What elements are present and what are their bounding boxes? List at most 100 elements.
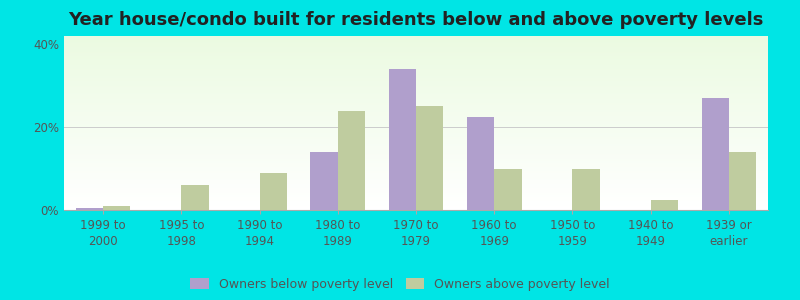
Bar	[64, 106, 768, 107]
Bar	[64, 40, 768, 41]
Bar	[64, 185, 768, 186]
Bar	[64, 135, 768, 136]
Bar	[64, 37, 768, 38]
Bar	[64, 92, 768, 93]
Bar	[64, 54, 768, 55]
Bar	[64, 91, 768, 92]
Bar	[64, 129, 768, 130]
Bar	[64, 188, 768, 189]
Bar	[64, 47, 768, 48]
Bar	[64, 165, 768, 166]
Bar	[64, 159, 768, 160]
Bar	[64, 95, 768, 96]
Bar	[64, 76, 768, 77]
Bar	[64, 55, 768, 56]
Bar	[64, 138, 768, 139]
Bar	[64, 86, 768, 87]
Bar	[64, 42, 768, 43]
Bar	[64, 145, 768, 146]
Bar	[64, 45, 768, 46]
Bar	[64, 111, 768, 112]
Bar	[64, 201, 768, 202]
Bar	[64, 157, 768, 158]
Bar	[64, 167, 768, 168]
Bar	[64, 132, 768, 133]
Bar	[64, 158, 768, 159]
Bar	[64, 112, 768, 113]
Bar	[64, 71, 768, 72]
Bar	[64, 77, 768, 78]
Bar	[729, 152, 756, 210]
Bar	[64, 153, 768, 154]
Bar	[259, 173, 287, 210]
Bar	[64, 72, 768, 73]
Bar	[64, 92, 768, 93]
Bar	[64, 161, 768, 162]
Bar	[64, 50, 768, 51]
Bar	[64, 128, 768, 129]
Bar	[64, 83, 768, 84]
Bar	[64, 173, 768, 174]
Bar	[64, 198, 768, 199]
Bar	[64, 172, 768, 173]
Bar	[64, 136, 768, 137]
Bar	[64, 168, 768, 169]
Bar	[64, 80, 768, 81]
Bar	[64, 180, 768, 181]
Bar	[64, 155, 768, 156]
Bar	[64, 176, 768, 177]
Bar	[64, 196, 768, 197]
Bar	[64, 68, 768, 69]
Bar	[64, 202, 768, 203]
Bar	[64, 114, 768, 115]
Bar	[64, 170, 768, 171]
Bar	[64, 162, 768, 163]
Bar	[64, 164, 768, 165]
Bar	[64, 147, 768, 148]
Bar	[182, 185, 209, 210]
Bar	[64, 195, 768, 196]
Bar	[467, 117, 494, 210]
Bar	[76, 208, 103, 210]
Bar	[64, 208, 768, 209]
Bar	[64, 207, 768, 208]
Bar	[64, 38, 768, 39]
Bar	[64, 189, 768, 190]
Bar	[64, 48, 768, 49]
Bar	[389, 69, 416, 210]
Bar	[64, 204, 768, 205]
Bar	[64, 96, 768, 97]
Bar	[64, 125, 768, 126]
Bar	[64, 41, 768, 42]
Bar	[64, 74, 768, 75]
Bar	[64, 101, 768, 102]
Bar	[64, 49, 768, 50]
Bar	[64, 178, 768, 179]
Bar	[64, 90, 768, 91]
Bar	[64, 62, 768, 63]
Bar	[702, 98, 729, 210]
Bar	[64, 192, 768, 193]
Bar	[64, 137, 768, 138]
Bar	[64, 182, 768, 183]
Bar	[64, 194, 768, 195]
Bar	[64, 93, 768, 94]
Bar	[64, 57, 768, 58]
Bar	[64, 85, 768, 86]
Bar	[64, 115, 768, 116]
Bar	[64, 203, 768, 204]
Bar	[64, 36, 768, 37]
Bar	[64, 183, 768, 184]
Bar	[64, 123, 768, 124]
Bar	[64, 190, 768, 191]
Bar	[64, 60, 768, 61]
Bar	[64, 67, 768, 68]
Bar	[64, 39, 768, 40]
Bar	[64, 100, 768, 101]
Bar	[64, 133, 768, 134]
Bar	[64, 81, 768, 82]
Bar	[64, 148, 768, 149]
Bar	[64, 140, 768, 141]
Title: Year house/condo built for residents below and above poverty levels: Year house/condo built for residents bel…	[68, 11, 764, 29]
Bar	[64, 156, 768, 157]
